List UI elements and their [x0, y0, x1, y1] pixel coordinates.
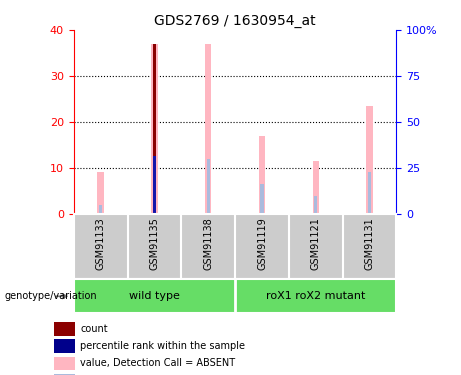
- Bar: [205, 44, 212, 214]
- Bar: [153, 44, 156, 214]
- Text: GSM91131: GSM91131: [365, 217, 375, 270]
- Bar: [153, 156, 156, 214]
- Text: GSM91121: GSM91121: [311, 217, 321, 270]
- Bar: [368, 172, 371, 214]
- Text: GSM91135: GSM91135: [149, 217, 160, 270]
- Text: percentile rank within the sample: percentile rank within the sample: [80, 341, 245, 351]
- Bar: [54, 374, 75, 375]
- Bar: [54, 322, 75, 336]
- Text: GSM91133: GSM91133: [95, 217, 106, 270]
- Bar: [207, 159, 210, 214]
- Text: GSM91119: GSM91119: [257, 217, 267, 270]
- Text: roX1 roX2 mutant: roX1 roX2 mutant: [266, 291, 366, 301]
- Bar: [259, 136, 265, 214]
- Bar: [151, 44, 158, 214]
- Text: value, Detection Call = ABSENT: value, Detection Call = ABSENT: [80, 358, 235, 368]
- Text: count: count: [80, 324, 108, 334]
- Text: GSM91138: GSM91138: [203, 217, 213, 270]
- Bar: [260, 184, 264, 214]
- Bar: [97, 172, 104, 214]
- Bar: [154, 156, 155, 214]
- Title: GDS2769 / 1630954_at: GDS2769 / 1630954_at: [154, 13, 316, 28]
- Bar: [313, 161, 319, 214]
- Bar: [99, 206, 102, 214]
- Text: wild type: wild type: [129, 291, 180, 301]
- Bar: [366, 106, 373, 214]
- Bar: [314, 196, 317, 214]
- Bar: [54, 339, 75, 353]
- Text: genotype/variation: genotype/variation: [5, 291, 97, 301]
- Bar: [54, 357, 75, 370]
